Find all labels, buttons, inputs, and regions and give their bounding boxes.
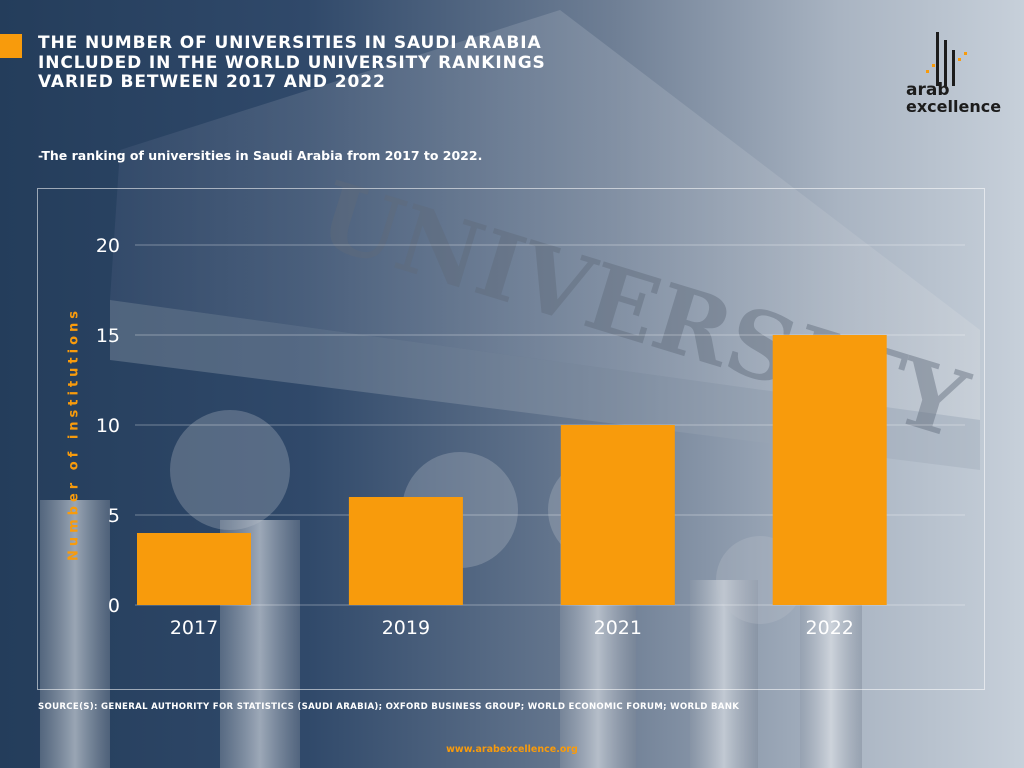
- title-line-2: INCLUDED IN THE WORLD UNIVERSITY RANKING…: [38, 52, 546, 73]
- y-tick-label: 20: [96, 235, 120, 257]
- x-tick-label: 2022: [806, 617, 854, 639]
- x-tick-label: 2021: [594, 617, 642, 639]
- x-axis-ticks: 2017 2019 2021 2022: [170, 617, 854, 639]
- title-line-1: THE NUMBER OF UNIVERSITIES IN SAUDI ARAB…: [38, 33, 542, 53]
- y-tick-label: 0: [108, 595, 120, 617]
- y-axis-label: Number of institutions: [66, 306, 82, 562]
- y-axis-ticks: 0 5 10 15 20: [96, 235, 120, 617]
- page-title: THE NUMBER OF UNIVERSITIES IN SAUDI ARAB…: [38, 33, 658, 93]
- logo-text-excellence: excellence: [906, 97, 1002, 116]
- logo-bars-icon: [926, 32, 967, 86]
- y-tick-label: 10: [96, 415, 120, 437]
- bar-2019: [348, 497, 463, 605]
- bar-2021: [560, 425, 675, 605]
- source-citation: SOURCE(S): GENERAL AUTHORITY FOR STATIST…: [38, 702, 740, 712]
- x-tick-label: 2019: [382, 617, 430, 639]
- chart-subtitle: -The ranking of universities in Saudi Ar…: [38, 148, 483, 163]
- bar-2022: [772, 335, 887, 605]
- website-link[interactable]: www.arabexcellence.org: [446, 744, 578, 755]
- title-accent-square: [0, 34, 22, 58]
- title-line-3: VARIED BETWEEN 2017 AND 2022: [38, 72, 386, 92]
- bar-2017: [137, 533, 251, 605]
- y-tick-label: 15: [96, 325, 120, 347]
- x-tick-label: 2017: [170, 617, 218, 639]
- arab-excellence-logo: arab excellence: [906, 30, 1002, 120]
- chart-bars: [137, 335, 887, 605]
- y-tick-label: 5: [108, 505, 120, 527]
- logo-text-arab: arab: [906, 80, 950, 100]
- chart-frame: [37, 188, 985, 690]
